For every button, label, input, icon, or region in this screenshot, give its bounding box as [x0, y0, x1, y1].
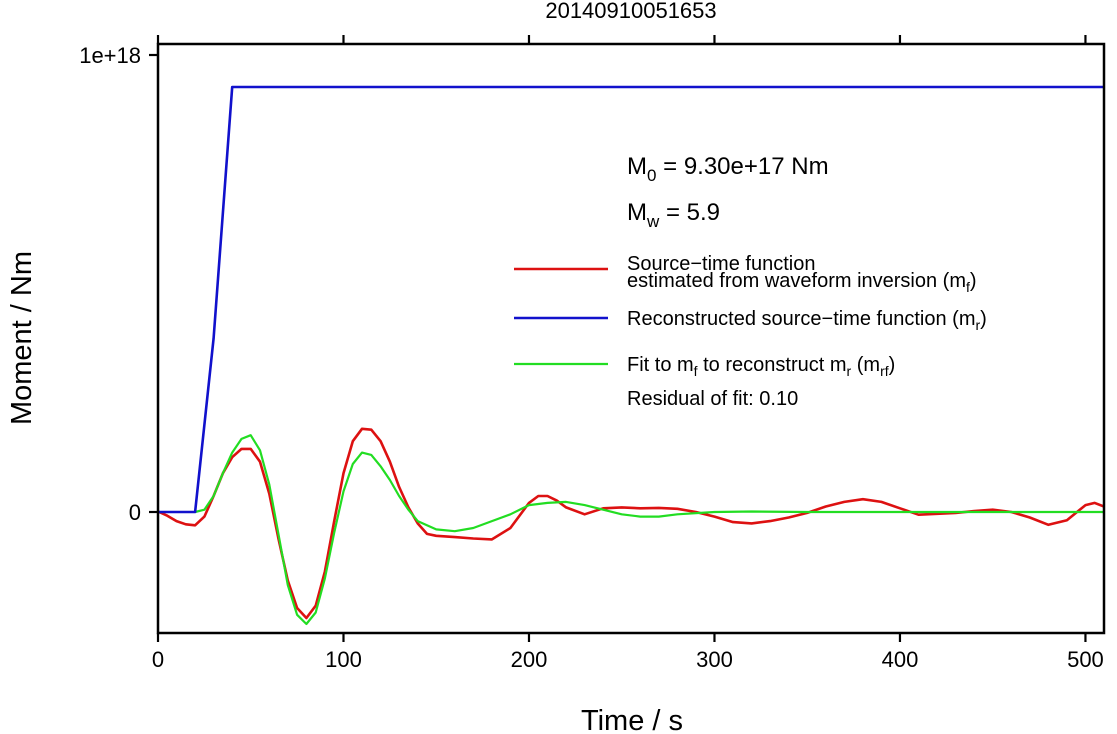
- plot-border: [156, 42, 1106, 635]
- series-line-mf: [158, 427, 1104, 620]
- series-line-mr: [158, 85, 1104, 514]
- legend-label-mr: Reconstructed source−time function (mr): [627, 308, 987, 333]
- m0-annotation: M0 = 9.30e+17 Nm: [627, 153, 829, 185]
- x-tick-label: 500: [1067, 647, 1104, 672]
- x-tick-label: 200: [511, 647, 548, 672]
- plot-frame: [156, 42, 1106, 635]
- y-tick-label: 0: [129, 500, 141, 525]
- x-tick-label: 0: [152, 647, 164, 672]
- x-tick-label: 300: [696, 647, 733, 672]
- residual-annotation: Residual of fit: 0.10: [627, 388, 798, 410]
- chart-title: 20140910051653: [545, 0, 716, 23]
- legend-label-mf-line2: estimated from waveform inversion (mf): [627, 270, 977, 295]
- axis-ticks: 0 100 200 300 400 500 0 1e+18: [79, 35, 1104, 672]
- x-tick-label: 100: [325, 647, 362, 672]
- mw-annotation: Mw = 5.9: [627, 199, 720, 231]
- legend-label-mrf: Fit to mf to reconstruct mr (mrf): [627, 354, 895, 379]
- annotations: M0 = 9.30e+17 Nm Mw = 5.9 Residual of fit:…: [627, 153, 829, 410]
- y-tick-label: 1e+18: [79, 43, 141, 68]
- legend-label-mf-line1: Source−time function: [627, 253, 815, 275]
- x-axis-label: Time / s: [581, 705, 683, 734]
- y-axis-label: Moment / Nm: [6, 251, 38, 425]
- series-line-mrf: [194, 434, 1104, 626]
- plot-lines: [158, 85, 1104, 626]
- x-tick-label: 400: [882, 647, 919, 672]
